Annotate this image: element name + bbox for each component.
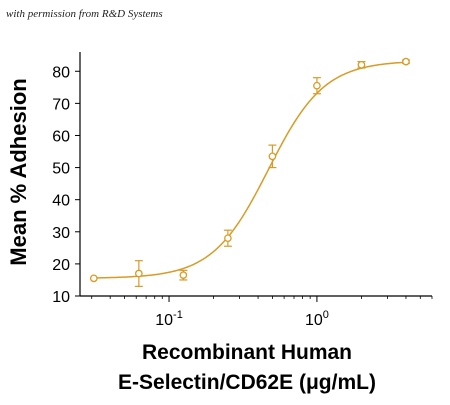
y-tick-label: 70 xyxy=(52,96,70,113)
x-axis-label-line1: Recombinant Human xyxy=(142,341,352,364)
x-axis-label-line2: E-Selectin/CD62E (μg/mL) xyxy=(118,371,376,394)
axes xyxy=(79,52,432,297)
point-marker xyxy=(89,274,98,283)
y-axis-label: Mean % Adhesion xyxy=(6,78,31,265)
y-tick-label: 30 xyxy=(52,225,70,242)
fit-curve xyxy=(93,61,407,279)
data-point xyxy=(268,144,277,169)
y-tick-label: 50 xyxy=(52,161,70,178)
point-marker xyxy=(268,152,277,161)
y-tick-label: 10 xyxy=(52,289,70,306)
data-point xyxy=(89,274,98,283)
point-marker xyxy=(179,271,188,279)
point-marker xyxy=(134,269,143,278)
x-tick-label: 10-1 xyxy=(155,309,183,329)
y-tick-label: 80 xyxy=(52,64,70,81)
data-point xyxy=(401,57,410,66)
y-tick-label: 40 xyxy=(52,193,70,210)
data-points xyxy=(89,57,410,287)
data-point xyxy=(223,229,232,247)
y-tick-label: 20 xyxy=(52,257,70,274)
point-marker xyxy=(313,81,321,90)
data-point xyxy=(312,77,321,95)
x-ticks: 10-1 100 xyxy=(91,296,433,329)
y-ticks: 10 20 30 40 50 60 70 80 xyxy=(52,64,80,306)
data-point xyxy=(179,269,188,281)
point-marker xyxy=(357,60,366,69)
point-marker xyxy=(402,57,410,66)
x-tick-label: 100 xyxy=(305,309,329,329)
permission-credit: with permission from R&D Systems xyxy=(6,8,163,20)
data-point xyxy=(134,260,143,287)
data-point xyxy=(357,60,366,69)
y-tick-label: 60 xyxy=(52,128,70,145)
point-marker xyxy=(224,234,232,243)
